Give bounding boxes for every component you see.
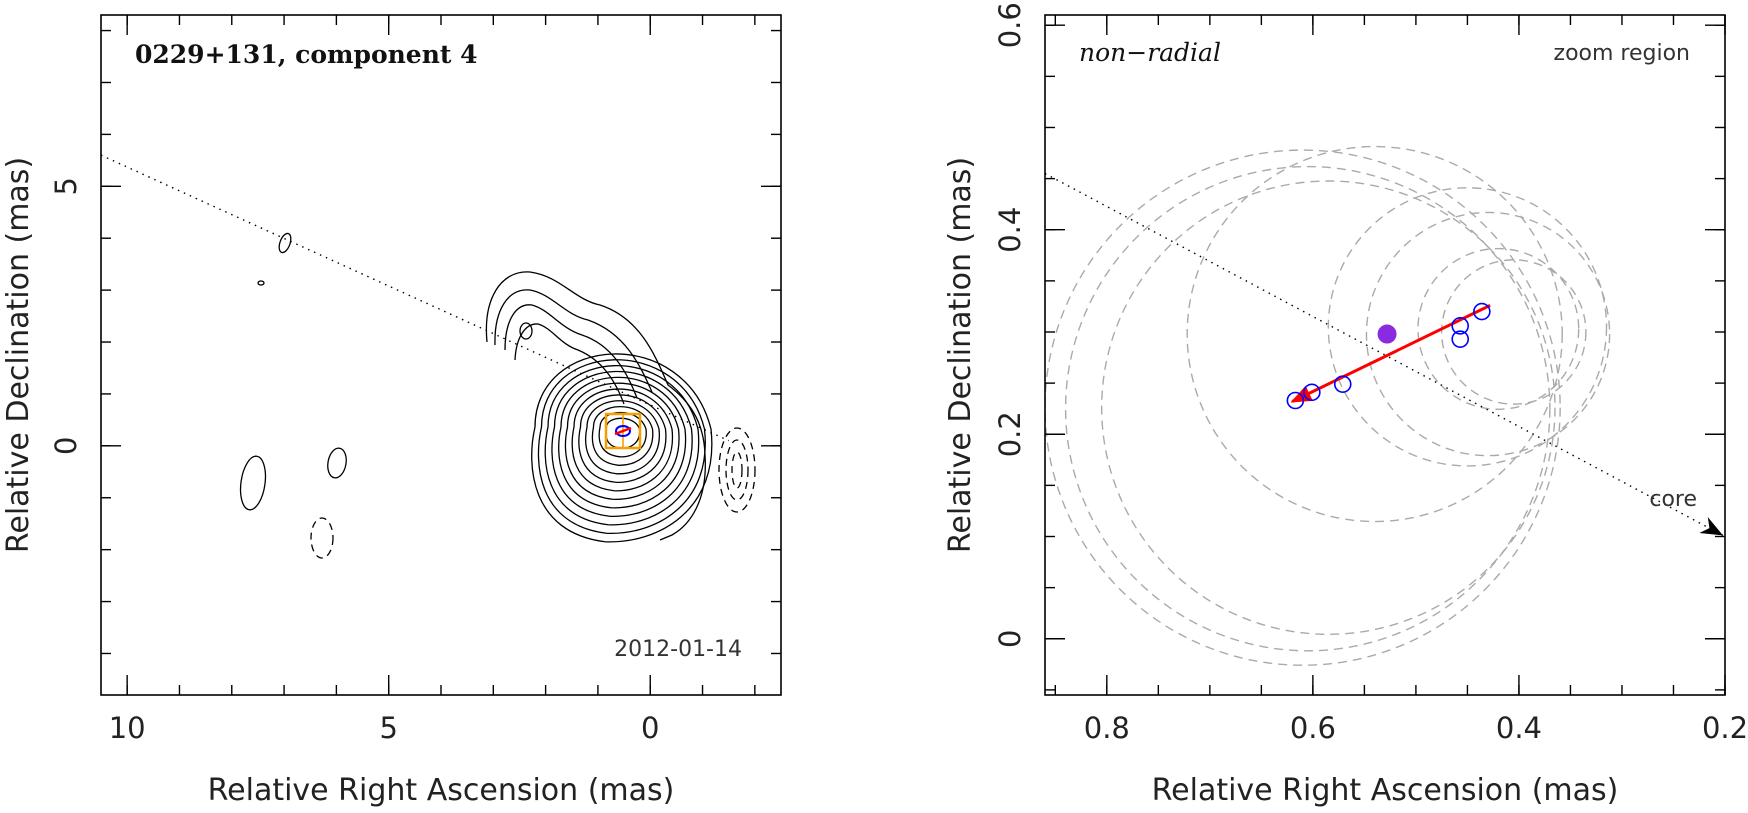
contour-level [544, 365, 700, 526]
y-tick-label: 0.2 [993, 411, 1027, 457]
left-tick-labels: 10 5 0 5 0 [49, 177, 659, 745]
contour-level [585, 400, 660, 475]
contour-negative-3 [725, 439, 749, 501]
contour-negative-2 [718, 427, 756, 513]
position-point [1333, 375, 1352, 393]
x-tick-label: 0.4 [1496, 711, 1542, 745]
contour-level [564, 382, 680, 500]
contour-level [605, 417, 641, 449]
contour-level [537, 359, 706, 534]
uncertainty-circle [1365, 211, 1611, 457]
x-tick-label: 5 [379, 711, 397, 745]
uncertainty-circles [1045, 145, 1611, 666]
x-tick-label: 0 [641, 711, 659, 745]
position-point [1451, 317, 1470, 335]
uncertainty-circle [1100, 180, 1556, 636]
left-plot-frame [100, 14, 782, 696]
x-tick-label: 0.6 [1290, 711, 1336, 745]
core-arrow-icon [1699, 517, 1723, 536]
uncertainty-circle [1417, 247, 1580, 410]
contour-north-knot [519, 322, 533, 340]
mean-position-point [1377, 324, 1397, 344]
contour-island-2 [257, 280, 265, 286]
component-marker [615, 425, 631, 437]
contour-north-lobe-3 [504, 304, 638, 399]
x-tick-label: 0.8 [1084, 711, 1130, 745]
y-tick-label: 5 [49, 177, 83, 195]
contour-north-lobe-2 [494, 289, 653, 393]
right-axis-ticks [1045, 15, 1726, 695]
position-point [1451, 330, 1470, 348]
core-label: core [1649, 487, 1697, 512]
right-plot-frame [1044, 14, 1726, 696]
uncertainty-circle [1064, 165, 1551, 652]
contour-level [551, 370, 693, 517]
contour-level [558, 376, 687, 509]
motion-vector [1290, 304, 1491, 403]
contour-north-lobe-4 [514, 323, 625, 405]
contour-negative-4 [731, 451, 743, 489]
x-tick-label: 0.2 [1702, 711, 1748, 745]
y-tick-label: 0 [49, 437, 83, 455]
non-radial-label: non−radial [1079, 38, 1221, 67]
contour-north-lobe-outer [485, 271, 706, 541]
motion-vector-arrow [1290, 304, 1491, 403]
contour-map [239, 232, 756, 559]
right-tick-labels: 0.8 0.6 0.4 0.2 0.6 0.4 0.2 0 [993, 2, 1748, 745]
position-point [1473, 302, 1491, 321]
contour-negative-1 [310, 517, 334, 559]
y-tick-label: 0.4 [993, 207, 1027, 253]
right-panel: 0.8 0.6 0.4 0.2 0.6 0.4 0.2 0 non−radial zoom r… [943, 2, 1748, 808]
left-panel: 10 5 050 0229+131, component 4 2012-01-14 … [1, 14, 782, 808]
contour-level [591, 406, 654, 466]
left-x-axis-label: Relative Right Ascension (mas) [208, 773, 675, 808]
right-y-axis-label: Relative Declination (mas) [943, 157, 978, 553]
mean-position [1377, 324, 1397, 344]
contour-level [578, 394, 667, 483]
left-y-axis-label: Relative Declination (mas) [1, 157, 36, 553]
position-points [1286, 302, 1491, 410]
x-tick-label: 10 [109, 711, 146, 745]
left-panel-title: 0229+131, component 4 [135, 40, 478, 69]
contour-level [571, 388, 674, 492]
position-point [1286, 391, 1305, 410]
y-tick-label: 0.6 [993, 2, 1027, 48]
ridge-line [101, 154, 729, 442]
contour-level [531, 353, 713, 543]
position-point [1303, 383, 1321, 402]
uncertainty-circle [1440, 259, 1587, 405]
uncertainty-circle [1186, 145, 1563, 523]
y-tick-label: 0 [993, 630, 1027, 648]
component-vector [614, 426, 632, 436]
contour-island-3 [239, 455, 267, 511]
uncertainty-circle [1327, 187, 1608, 467]
zoom-region-label: zoom region [1554, 41, 1690, 66]
contour-island-1 [278, 232, 292, 254]
right-x-axis-label: Relative Right Ascension (mas) [1152, 773, 1619, 808]
left-axis-ticks [101, 15, 781, 695]
epoch-date-label: 2012-01-14 [614, 637, 742, 662]
contour-island-4 [327, 447, 347, 479]
left-ridge-line [101, 154, 729, 442]
